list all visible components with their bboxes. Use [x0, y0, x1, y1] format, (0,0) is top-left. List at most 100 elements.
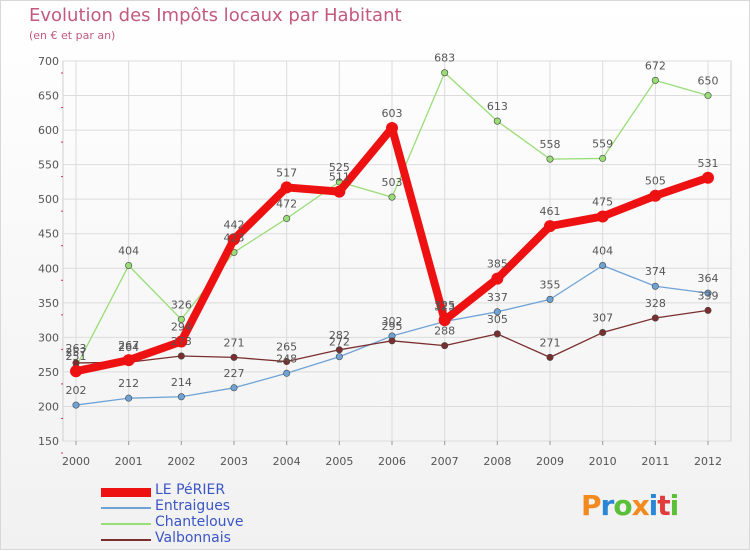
data-label: 603 [382, 107, 403, 120]
logo-letter: t [657, 489, 670, 522]
data-point [651, 282, 659, 290]
data-label: 404 [118, 245, 139, 258]
data-point [335, 353, 343, 361]
data-label: 385 [487, 258, 508, 271]
data-label: 282 [329, 329, 350, 342]
data-point [175, 335, 188, 348]
data-label: 326 [171, 298, 192, 311]
data-point [441, 342, 449, 350]
y-tick-label: 300 [38, 331, 59, 344]
data-label: 294 [171, 321, 192, 334]
x-tick-label: 2008 [483, 455, 511, 468]
data-label: 503 [382, 176, 403, 189]
data-point [283, 215, 291, 223]
data-label: 423 [224, 231, 245, 244]
y-tick-label: 400 [38, 262, 59, 275]
data-point [125, 262, 133, 270]
data-point [649, 189, 662, 202]
data-label: 442 [224, 218, 245, 231]
y-tick-label: 700 [38, 55, 59, 68]
x-tick-label: 2004 [273, 455, 301, 468]
data-label: 374 [645, 265, 666, 278]
data-label: 251 [66, 350, 87, 363]
x-tick-label: 2002 [167, 455, 195, 468]
logo-letter: P [581, 489, 602, 522]
data-label: 505 [645, 175, 666, 188]
data-point [122, 354, 135, 367]
y-tick-label: 500 [38, 193, 59, 206]
data-label: 517 [276, 166, 297, 179]
data-point [546, 295, 554, 303]
logo-letter: r [600, 489, 615, 522]
data-point [702, 171, 714, 184]
data-label: 323 [434, 300, 455, 313]
y-tick-label: 350 [38, 297, 59, 310]
proxiti-logo: Proxiti [581, 489, 680, 522]
data-label: 337 [487, 291, 508, 304]
data-point [386, 122, 398, 135]
logo-letter: x [631, 489, 650, 522]
x-tick-label: 2012 [694, 455, 722, 468]
data-point [546, 155, 554, 163]
data-point [491, 272, 504, 285]
x-tick-label: 2011 [641, 455, 669, 468]
data-label: 613 [487, 100, 508, 113]
y-tick-label: 150 [38, 435, 59, 448]
data-label: 328 [645, 297, 666, 310]
data-label: 461 [540, 205, 561, 218]
data-point [599, 154, 607, 162]
data-point [546, 353, 554, 361]
data-point [280, 181, 293, 194]
x-tick-label: 2007 [431, 455, 459, 468]
data-label: 531 [698, 157, 719, 170]
data-label: 325 [434, 299, 455, 312]
data-point [438, 314, 451, 327]
data-label: 559 [592, 137, 613, 150]
y-tick-label: 550 [38, 159, 59, 172]
data-label: 364 [698, 272, 719, 285]
data-label: 302 [382, 315, 403, 328]
y-tick-label: 200 [38, 400, 59, 413]
y-tick-label: 250 [38, 366, 59, 379]
data-point [493, 117, 501, 125]
logo-letter: i [669, 489, 680, 522]
data-label: 267 [118, 339, 139, 352]
data-point [125, 394, 133, 402]
data-label: 475 [592, 195, 613, 208]
y-tick-label: 600 [38, 124, 59, 137]
data-point [283, 358, 291, 366]
data-label: 683 [434, 52, 455, 65]
y-tick-label: 450 [38, 228, 59, 241]
data-point [230, 353, 238, 361]
legend-label: Chantelouve [155, 514, 244, 530]
data-label: 271 [224, 336, 245, 349]
data-label: 271 [540, 336, 561, 349]
data-label: 650 [698, 75, 719, 88]
data-point [441, 69, 449, 77]
data-point [228, 233, 240, 246]
data-label: 227 [224, 367, 245, 380]
data-point [704, 289, 712, 297]
data-point [704, 92, 712, 100]
data-label: 672 [645, 59, 666, 72]
data-point [704, 306, 712, 314]
data-point [177, 393, 185, 401]
x-tick-label: 2010 [589, 455, 617, 468]
data-label: 295 [382, 320, 403, 333]
data-label: 472 [276, 198, 297, 211]
data-label: 214 [171, 376, 192, 389]
x-tick-label: 2001 [115, 455, 143, 468]
data-point [493, 308, 501, 316]
data-point [388, 337, 396, 345]
data-point [493, 330, 501, 338]
logo-letter: i [648, 489, 659, 522]
chart-subtitle: (en € et par an) [29, 29, 116, 42]
legend-label: LE PéRIER [155, 482, 226, 498]
data-label: 339 [698, 289, 719, 302]
data-label: 288 [434, 325, 455, 338]
data-label: 272 [329, 336, 350, 349]
data-label: 212 [118, 377, 139, 390]
data-label: 305 [487, 313, 508, 326]
data-label: 257 [66, 346, 87, 359]
legend-swatch [101, 523, 151, 525]
